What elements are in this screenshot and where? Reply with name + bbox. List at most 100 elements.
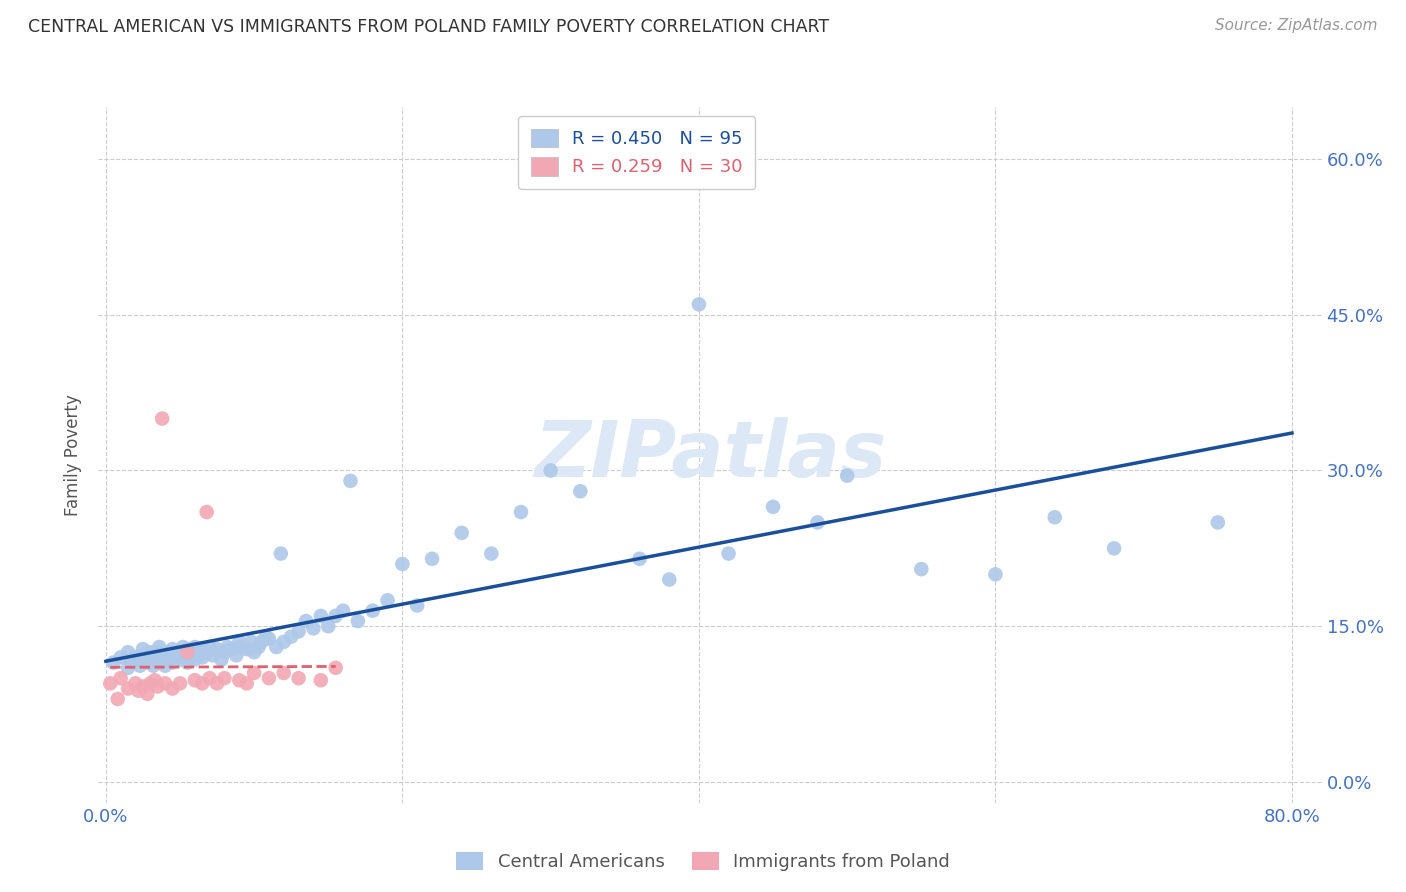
Point	[110, 650, 132, 665]
Point	[266, 640, 288, 654]
Point	[149, 650, 172, 665]
Point	[191, 676, 214, 690]
Legend: Central Americans, Immigrants from Poland: Central Americans, Immigrants from Polan…	[449, 845, 957, 879]
Point	[191, 650, 214, 665]
Point	[117, 661, 139, 675]
Point	[179, 645, 201, 659]
Point	[103, 656, 125, 670]
Point	[187, 645, 209, 659]
Point	[569, 484, 592, 499]
Point	[420, 551, 443, 566]
Point	[169, 652, 191, 666]
Point	[191, 642, 214, 657]
Point	[148, 640, 170, 654]
Point	[198, 671, 221, 685]
Point	[166, 648, 188, 663]
Point	[243, 645, 266, 659]
Point	[391, 557, 413, 571]
Point	[287, 671, 309, 685]
Point	[240, 635, 263, 649]
Point	[184, 673, 207, 688]
Point	[173, 650, 195, 665]
Point	[235, 642, 257, 657]
Point	[235, 676, 257, 690]
Point	[257, 632, 280, 646]
Point	[117, 681, 139, 696]
Point	[247, 640, 270, 654]
Point	[142, 658, 165, 673]
Point	[339, 474, 361, 488]
Point	[214, 645, 236, 659]
Point	[450, 525, 472, 540]
Point	[280, 630, 302, 644]
Point	[254, 630, 277, 644]
Point	[762, 500, 785, 514]
Point	[309, 608, 332, 623]
Point	[1206, 516, 1229, 530]
Point	[184, 652, 207, 666]
Point	[146, 656, 169, 670]
Point	[205, 676, 228, 690]
Point	[169, 645, 191, 659]
Point	[117, 645, 139, 659]
Point	[180, 650, 202, 665]
Point	[302, 621, 325, 635]
Point	[146, 645, 169, 659]
Point	[132, 680, 155, 694]
Text: ZIPatlas: ZIPatlas	[534, 417, 886, 493]
Point	[143, 650, 166, 665]
Point	[162, 681, 184, 696]
Point	[162, 656, 184, 670]
Y-axis label: Family Poverty: Family Poverty	[65, 394, 83, 516]
Point	[124, 676, 146, 690]
Point	[169, 676, 191, 690]
Point	[361, 604, 384, 618]
Point	[127, 683, 149, 698]
Point	[806, 516, 828, 530]
Point	[1102, 541, 1125, 556]
Point	[195, 505, 218, 519]
Point	[136, 656, 159, 670]
Point	[127, 652, 149, 666]
Point	[139, 676, 162, 690]
Point	[316, 619, 339, 633]
Point	[406, 599, 429, 613]
Point	[479, 547, 502, 561]
Point	[540, 463, 562, 477]
Point	[837, 468, 859, 483]
Point	[201, 648, 224, 663]
Point	[243, 665, 266, 680]
Point	[273, 665, 295, 680]
Point	[139, 645, 162, 659]
Point	[146, 680, 169, 694]
Point	[162, 642, 184, 657]
Point	[984, 567, 1007, 582]
Point	[347, 614, 370, 628]
Point	[231, 640, 253, 654]
Point	[188, 648, 211, 663]
Point	[150, 411, 173, 425]
Point	[325, 608, 347, 623]
Point	[1043, 510, 1066, 524]
Point	[107, 692, 129, 706]
Point	[295, 614, 318, 628]
Text: Source: ZipAtlas.com: Source: ZipAtlas.com	[1215, 18, 1378, 33]
Point	[510, 505, 533, 519]
Point	[225, 648, 247, 663]
Point	[377, 593, 399, 607]
Point	[121, 656, 143, 670]
Point	[332, 604, 354, 618]
Point	[132, 648, 155, 663]
Point	[270, 547, 292, 561]
Point	[176, 645, 198, 659]
Point	[143, 673, 166, 688]
Point	[325, 661, 347, 675]
Point	[717, 547, 740, 561]
Point	[163, 650, 186, 665]
Point	[273, 635, 295, 649]
Point	[157, 652, 180, 666]
Point	[195, 645, 218, 659]
Point	[139, 652, 162, 666]
Point	[153, 658, 176, 673]
Point	[910, 562, 932, 576]
